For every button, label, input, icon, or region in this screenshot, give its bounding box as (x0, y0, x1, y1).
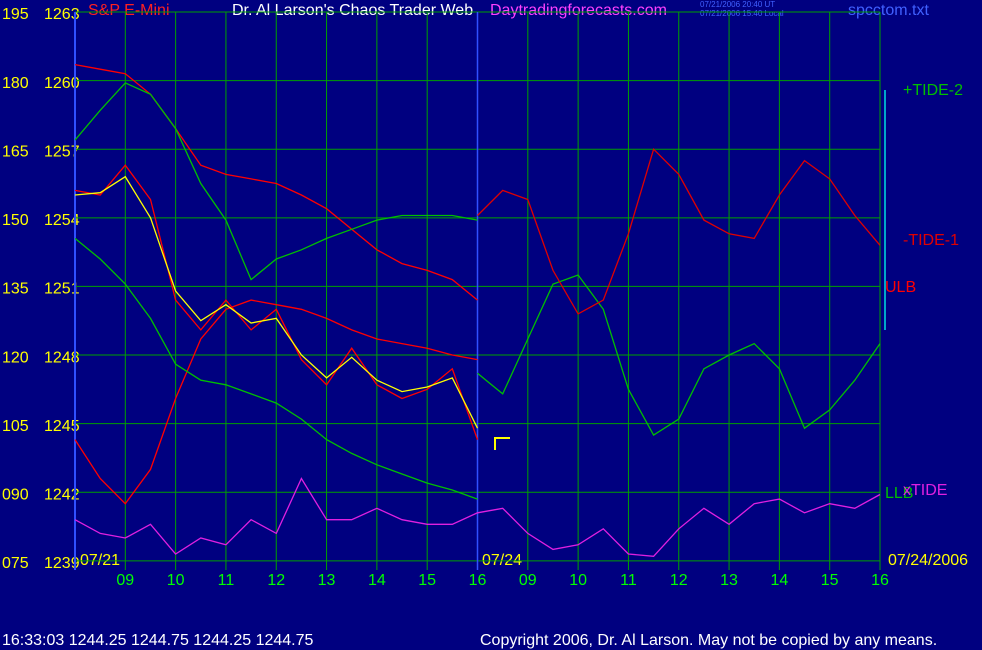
y-tick-label: 1245 (44, 418, 80, 435)
x-tick-label: 12 (267, 572, 285, 589)
series-line (74, 164, 479, 440)
x-tick-label: 11 (218, 572, 235, 589)
legend-label: LLB (885, 485, 913, 502)
y-tick-label: 1257 (44, 143, 80, 160)
y-tick-label: 1251 (44, 281, 80, 298)
y2-tick-label: 075 (2, 555, 29, 572)
copyright: Copyright 2006, Dr. Al Larson. May not b… (480, 632, 937, 649)
y2-tick-label: 195 (2, 6, 29, 23)
series-line (74, 477, 881, 557)
file-name: spcctom.txt (848, 2, 929, 19)
x-tick-label: 10 (569, 572, 587, 589)
instrument: S&P E-Mini (88, 2, 170, 19)
y-tick-label: 1263 (44, 6, 80, 23)
x-tick-label: 12 (670, 572, 688, 589)
marker (494, 437, 510, 450)
y2-tick-label: 120 (2, 349, 29, 366)
y2-tick-label: 090 (2, 486, 29, 503)
x-tick-label: 09 (116, 572, 134, 589)
x-tick-label: 14 (770, 572, 788, 589)
y2-tick-label: 180 (2, 75, 29, 92)
series-line (477, 147, 881, 315)
x-tick-label: 15 (418, 572, 436, 589)
timestamp: 07/21/2006 20:40 UT (700, 0, 775, 9)
series-line (74, 299, 478, 505)
y2-tick-label: 150 (2, 212, 29, 229)
date-label: 07/24/2006 (888, 552, 968, 569)
series-line (74, 82, 478, 281)
legend-label: -TIDE-1 (903, 232, 959, 249)
x-tick-label: 14 (368, 572, 386, 589)
series-line (74, 237, 478, 500)
series-line (477, 274, 881, 437)
y-tick-label: 1248 (44, 349, 80, 366)
x-tick-label: 10 (167, 572, 185, 589)
x-tick-label: 15 (821, 572, 839, 589)
x-tick-label: 13 (720, 572, 738, 589)
x-tick-label: 16 (871, 572, 889, 589)
y2-tick-label: 165 (2, 143, 29, 160)
y-tick-label: 1242 (44, 486, 80, 503)
y-tick-label: 1260 (44, 75, 80, 92)
legend-label: ULB (885, 279, 916, 296)
website: Daytradingforecasts.com (490, 2, 667, 19)
y-tick-label: 1239 (44, 555, 80, 572)
x-tick-label: 16 (469, 572, 487, 589)
series-line (74, 175, 479, 429)
series-line (74, 63, 478, 301)
timestamp: 07/21/2006 15:40 Local (700, 9, 784, 18)
chart-title: Dr. Al Larson's Chaos Trader Web (232, 2, 473, 19)
x-tick-label: 09 (519, 572, 537, 589)
status-line: 16:33:03 1244.25 1244.75 1244.25 1244.75 (2, 632, 314, 649)
legend-label: xTIDE (903, 482, 947, 499)
legend-label: +TIDE-2 (903, 82, 963, 99)
y2-tick-label: 105 (2, 418, 29, 435)
y-tick-label: 1254 (44, 212, 80, 229)
x-tick-label: 13 (318, 572, 336, 589)
y2-tick-label: 135 (2, 281, 29, 298)
x-tick-label: 11 (620, 572, 637, 589)
